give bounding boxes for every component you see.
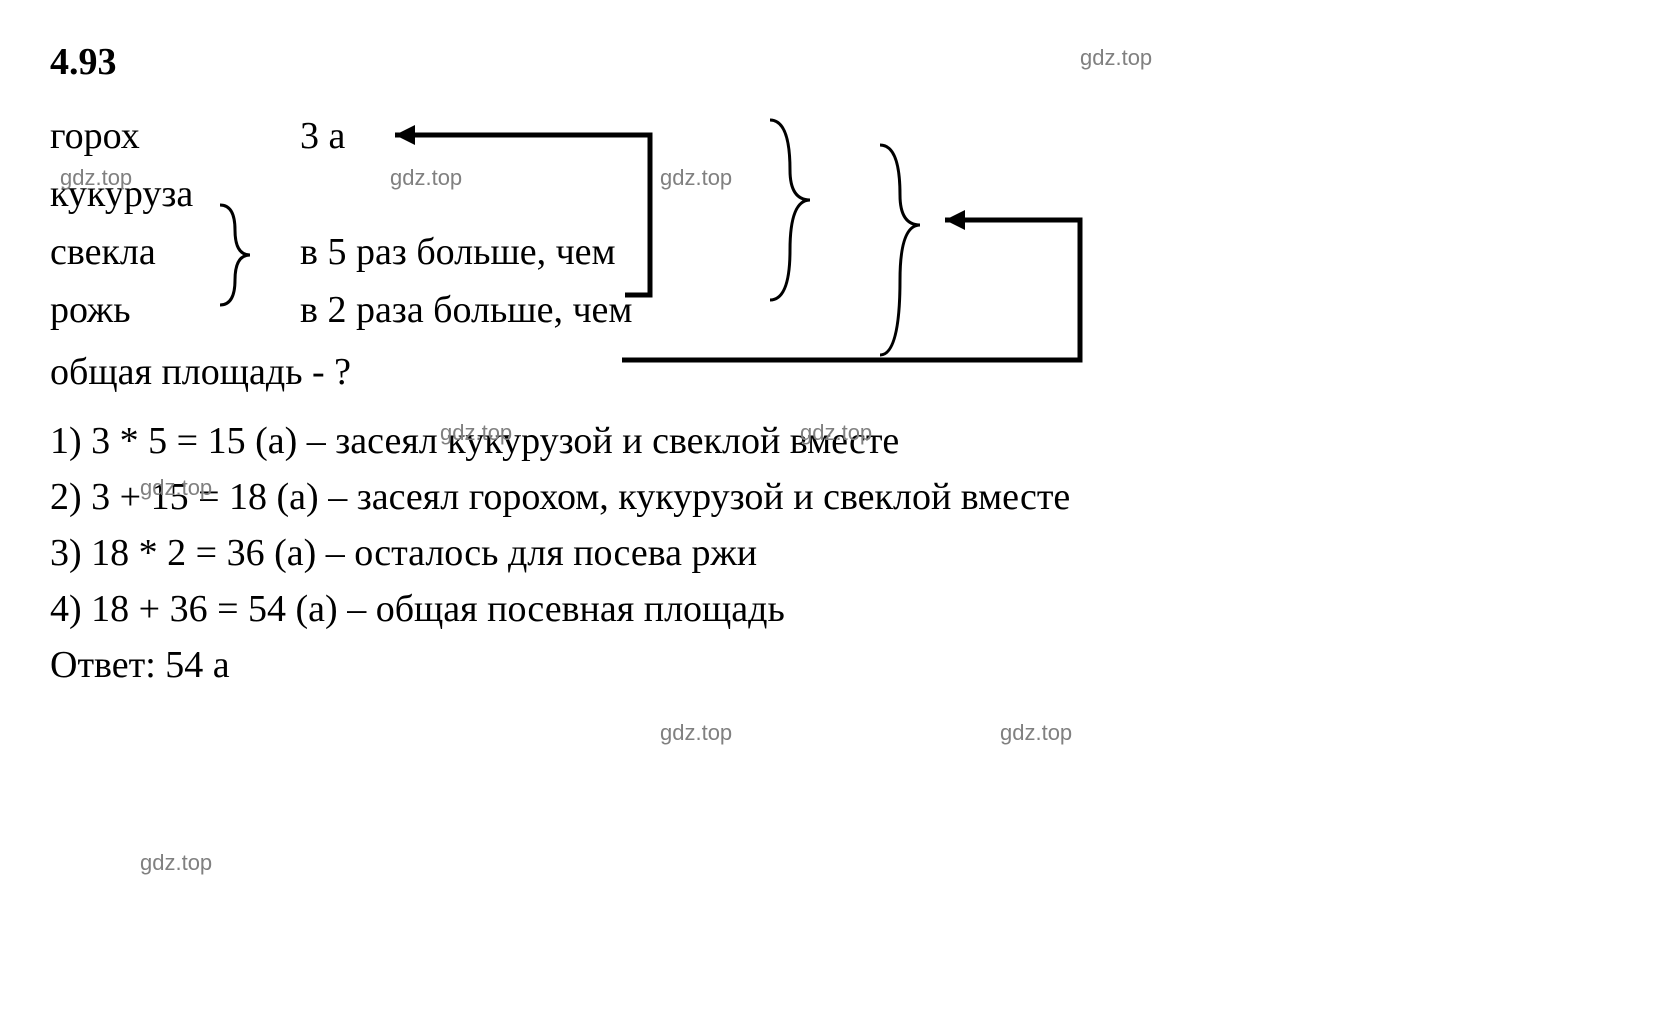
answer-line: Ответ: 54 а: [50, 643, 1611, 687]
data-row-svekla: свекла в 5 раз больше, чем: [50, 230, 1611, 274]
value-goroh: 3 а: [300, 114, 1611, 158]
label-svekla: свекла: [50, 230, 300, 274]
data-row-kukuruza: кукуруза: [50, 172, 1611, 216]
watermark: gdz.top: [660, 720, 732, 746]
value-kukuruza: [300, 172, 1611, 216]
label-total: общая площадь - ?: [50, 350, 351, 394]
data-row-total: общая площадь - ?: [50, 350, 1611, 394]
value-svekla: в 5 раз больше, чем: [300, 230, 1611, 274]
solution-step-4: 4) 18 + 36 = 54 (а) – общая посевная пло…: [50, 587, 1611, 631]
label-goroh: горох: [50, 114, 300, 158]
value-rozh: в 2 раза больше, чем: [300, 288, 1611, 332]
solution-step-2: 2) 3 + 15 = 18 (а) – засеял горохом, кук…: [50, 475, 1611, 519]
data-row-rozh: рожь в 2 раза больше, чем: [50, 288, 1611, 332]
watermark: gdz.top: [140, 850, 212, 876]
label-rozh: рожь: [50, 288, 300, 332]
problem-number: 4.93: [50, 40, 1611, 84]
data-row-goroh: горох 3 а: [50, 114, 1611, 158]
label-kukuruza: кукуруза: [50, 172, 300, 216]
solution-step-3: 3) 18 * 2 = 36 (а) – осталось для посева…: [50, 531, 1611, 575]
solution-step-1: 1) 3 * 5 = 15 (а) – засеял кукурузой и с…: [50, 419, 1611, 463]
data-section: горох 3 а кукуруза свекла в 5 раз больше…: [50, 114, 1611, 394]
watermark: gdz.top: [1000, 720, 1072, 746]
